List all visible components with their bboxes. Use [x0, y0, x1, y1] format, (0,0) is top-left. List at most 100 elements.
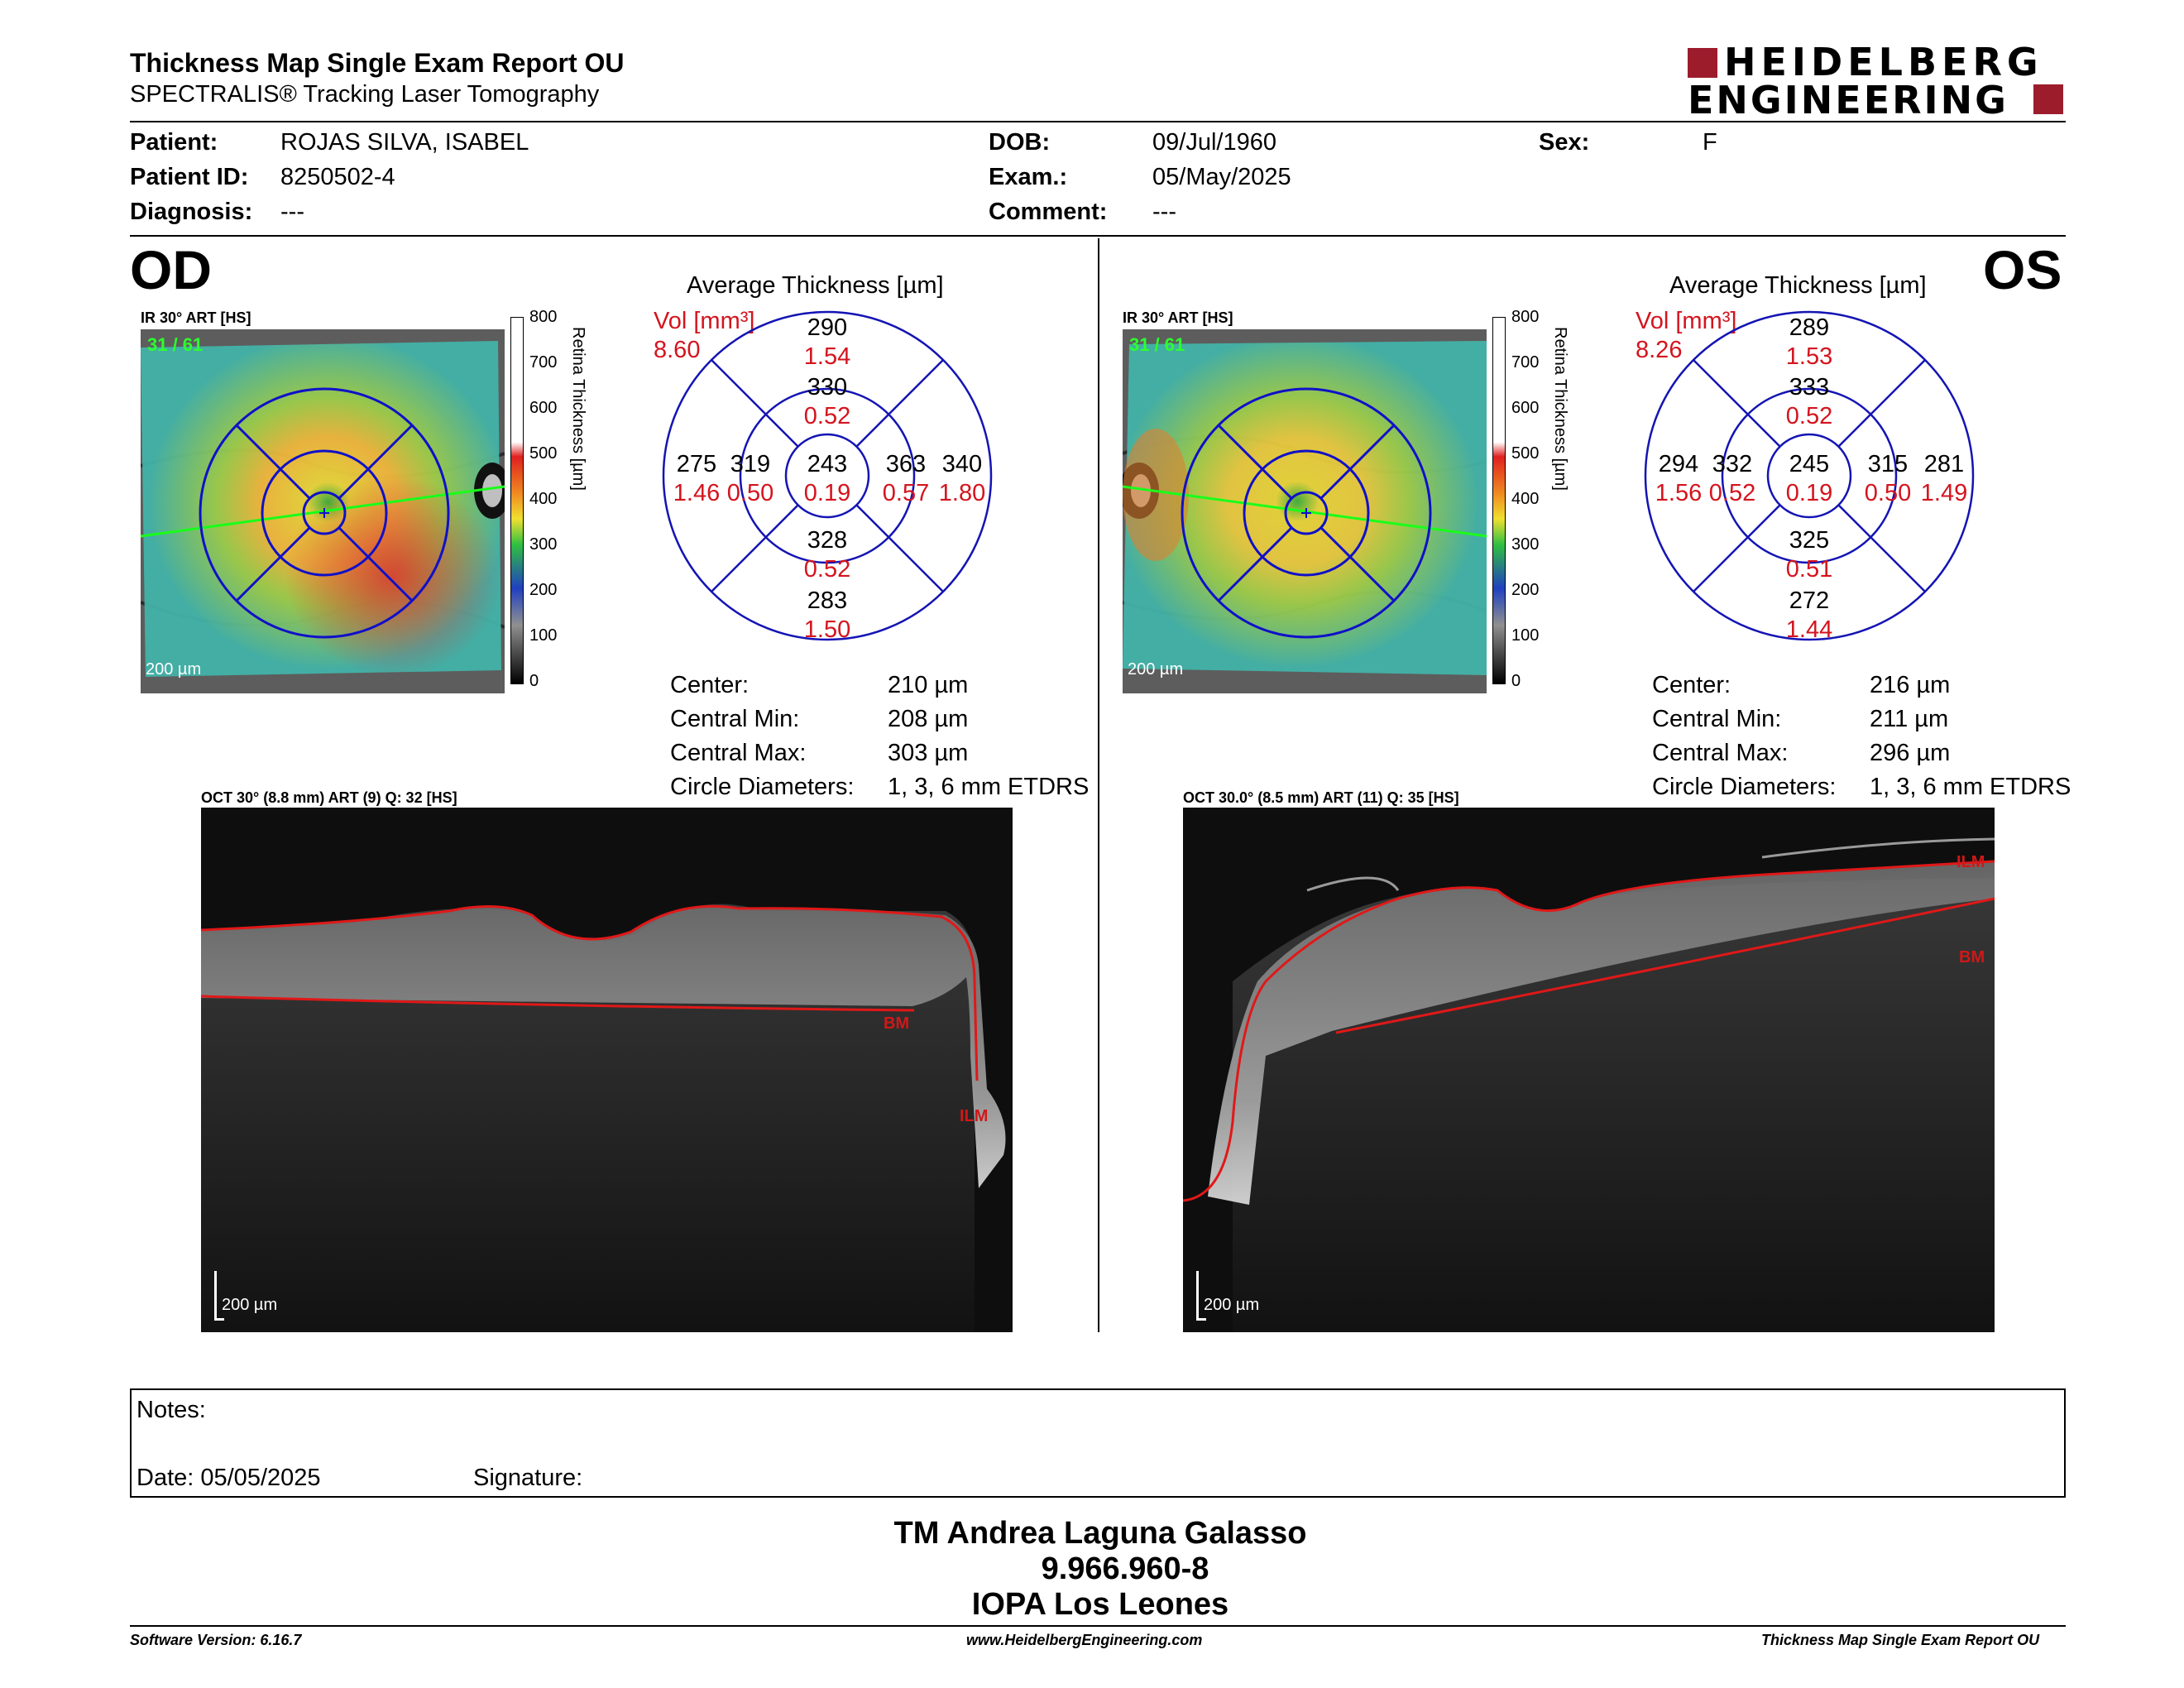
patient-label: Patient:: [130, 129, 218, 156]
od-nas-inner-volume: 0.57: [882, 480, 930, 506]
od-temp-outer-thickness: 275: [676, 451, 717, 477]
heidelberg-logo: HEIDELBERG ENGINEERING: [1688, 41, 2068, 122]
od-nas-inner-thickness: 363: [885, 451, 927, 477]
od-inf-outer-volume: 1.50: [803, 616, 851, 643]
od-tick: 0: [529, 672, 539, 690]
od-ilm-label: ILM: [960, 1107, 989, 1125]
od-oct-scale-foot: [214, 1318, 224, 1321]
od-colorbar-title-wrap: Retina Thickness [µm]: [569, 327, 587, 491]
os-tick: 500: [1511, 444, 1540, 463]
os-sup-outer-volume: 1.53: [1785, 343, 1833, 370]
od-bm-label: BM: [884, 1014, 910, 1033]
eye-divider: [1098, 238, 1099, 1332]
os-min-value: 211 µm: [1870, 706, 1949, 732]
od-eye-label: OD: [130, 239, 212, 300]
os-max-label: Central Max:: [1652, 740, 1789, 766]
od-oct-label: OCT 30° (8.8 mm) ART (9) Q: 32 [HS]: [201, 789, 457, 806]
exam-value: 05/May/2025: [1152, 164, 1291, 190]
od-temp-inner-volume: 0.50: [726, 480, 774, 506]
dob-value: 09/Jul/1960: [1152, 129, 1276, 156]
os-tick: 400: [1511, 490, 1540, 508]
logo-line1: HEIDELBERG: [1724, 40, 2043, 84]
os-tick: 800: [1511, 308, 1540, 326]
od-center-thickness: 243: [807, 451, 848, 477]
logo-line2: ENGINEERING: [1688, 78, 2009, 122]
os-etdrs-grid: 289 1.53 333 0.52 294 1.56 332 0.52 245 …: [1644, 310, 1975, 643]
patient-divider: [130, 235, 2066, 237]
od-tick: 200: [529, 581, 558, 599]
signer-name: TM Andrea Laguna Galasso: [893, 1516, 1307, 1551]
od-ir-label: IR 30° ART [HS]: [141, 309, 251, 326]
os-temp-outer-volume: 1.56: [1655, 480, 1703, 506]
od-temp-outer-volume: 1.46: [673, 480, 721, 506]
os-colorbar: [1492, 317, 1506, 684]
sex-value: F: [1703, 129, 1717, 156]
od-vol-label: Vol [mm³]: [654, 308, 755, 334]
od-center-volume: 0.19: [803, 480, 851, 506]
comment-label: Comment:: [989, 199, 1108, 225]
od-sup-outer-volume: 1.54: [803, 343, 851, 370]
od-oct-svg: [201, 904, 1006, 1332]
os-avg-title: Average Thickness [µm]: [1669, 272, 1927, 299]
os-oct-svg: [1183, 837, 1995, 1332]
od-etdrs-grid: 290 1.54 330 0.52 275 1.46 319 0.50 243 …: [662, 310, 993, 643]
os-temp-inner-thickness: 332: [1712, 451, 1753, 477]
os-center-thickness: 245: [1789, 451, 1830, 477]
od-inf-inner-thickness: 328: [807, 527, 848, 554]
os-tick: 100: [1511, 626, 1540, 645]
os-center-volume: 0.19: [1785, 480, 1833, 506]
dob-label: DOB:: [989, 129, 1051, 156]
os-nas-outer-thickness: 281: [1923, 451, 1965, 477]
os-bm-label: BM: [1959, 948, 1985, 966]
logo-square-bottom: [2033, 84, 2063, 114]
heidelberg-website-link[interactable]: www.HeidelbergEngineering.com: [966, 1632, 1203, 1648]
od-tick: 500: [529, 444, 558, 463]
os-vol-label: Vol [mm³]: [1636, 308, 1737, 334]
diagnosis-label: Diagnosis:: [130, 199, 253, 225]
os-inf-outer-volume: 1.44: [1785, 616, 1833, 643]
os-colorbar-title-wrap: Retina Thickness [µm]: [1551, 327, 1569, 491]
os-diam-value: 1, 3, 6 mm ETDRS: [1870, 774, 2071, 800]
od-oct-scale: 200 µm: [222, 1296, 278, 1314]
os-nas-inner-volume: 0.50: [1864, 480, 1912, 506]
od-sup-inner-volume: 0.52: [803, 403, 851, 429]
od-diam-label: Circle Diameters:: [670, 774, 855, 800]
od-nas-outer-volume: 1.80: [938, 480, 986, 506]
signature-label: Signature:: [473, 1465, 583, 1491]
os-tick: 300: [1511, 535, 1540, 554]
os-map-svg: [1123, 329, 1487, 693]
os-max-value: 296 µm: [1870, 740, 1951, 766]
od-oct-scan: BM ILM 200 µm: [201, 808, 1013, 1332]
od-vol-value: 8.60: [654, 337, 701, 363]
software-version: Software Version: 6.16.7: [130, 1632, 302, 1648]
os-vol-value: 8.26: [1636, 337, 1683, 363]
od-map-svg: [141, 329, 505, 693]
od-thickness-map: 31 / 61 200 µm: [141, 329, 505, 693]
os-sup-inner-volume: 0.52: [1785, 403, 1833, 429]
od-tick: 600: [529, 399, 558, 417]
od-min-value: 208 µm: [888, 706, 969, 732]
od-tick: 100: [529, 626, 558, 645]
report-subtitle: SPECTRALIS® Tracking Laser Tomography: [130, 81, 600, 108]
od-map-scale: 200 µm: [146, 660, 202, 679]
header-divider: [130, 121, 2066, 122]
os-temp-outer-thickness: 294: [1658, 451, 1699, 477]
comment-value: ---: [1152, 199, 1176, 225]
notes-box[interactable]: Notes: Date: 05/05/2025 Signature:: [130, 1388, 2066, 1498]
os-thickness-map: 31 / 61 200 µm: [1123, 329, 1487, 693]
signer-id: 9.966.960-8: [1041, 1551, 1209, 1586]
os-center-label: Center:: [1652, 672, 1731, 698]
sex-label: Sex:: [1539, 129, 1590, 156]
os-inf-outer-thickness: 272: [1789, 587, 1830, 614]
os-nas-outer-volume: 1.49: [1920, 480, 1968, 506]
patient-id-label: Patient ID:: [130, 164, 249, 190]
os-colorbar-title: Retina Thickness [µm]: [1551, 327, 1569, 491]
date-label: Date: 05/05/2025: [136, 1465, 321, 1491]
os-frame-counter: 31 / 61: [1129, 334, 1185, 355]
os-oct-label: OCT 30.0° (8.5 mm) ART (11) Q: 35 [HS]: [1183, 789, 1459, 806]
os-oct-scale-foot: [1196, 1318, 1206, 1321]
os-nas-inner-thickness: 315: [1867, 451, 1909, 477]
diagnosis-value: ---: [280, 199, 304, 225]
os-map-scale: 200 µm: [1128, 660, 1184, 679]
os-oct-scale-bar: [1196, 1271, 1199, 1321]
